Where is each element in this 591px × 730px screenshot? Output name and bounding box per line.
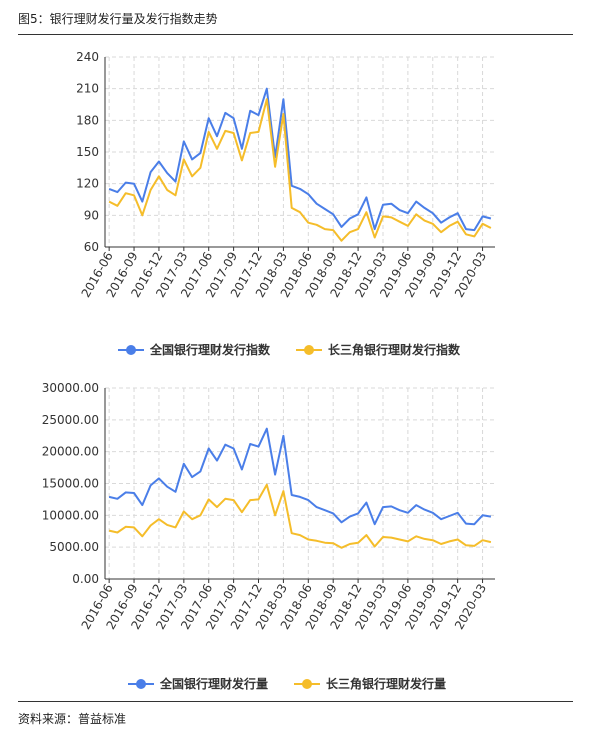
legend-item-yangtze-volume[interactable]: 长三角银行理财发行量 — [294, 675, 446, 692]
series-line-1 — [108, 87, 492, 232]
legend-label: 长三角银行理财发行指数 — [328, 343, 461, 357]
legend-marker-yellow — [296, 344, 323, 356]
issuance-index-chart: 60901201501802102402016-062016-092016-12… — [76, 50, 495, 300]
legend-item-national-volume[interactable]: 全国银行理财发行量 — [128, 675, 268, 692]
y-tick-label: 180 — [76, 113, 99, 127]
y-tick-label: 20000.00 — [42, 445, 99, 459]
series-line-2 — [108, 98, 492, 242]
legend-item-national-index[interactable]: 全国银行理财发行指数 — [118, 341, 270, 358]
legend-label: 全国银行理财发行指数 — [150, 343, 271, 357]
figure-title: 图5：银行理财发行量及发行指数走势 — [18, 12, 218, 26]
legend-label: 长三角银行理财发行量 — [326, 677, 447, 691]
y-tick-label: 210 — [76, 82, 99, 96]
y-tick-label: 120 — [76, 177, 99, 191]
legend-marker-blue — [128, 678, 154, 690]
y-tick-label: 90 — [84, 208, 99, 222]
y-tick-label: 0.00 — [72, 572, 99, 586]
y-tick-label: 25000.00 — [42, 413, 99, 427]
legend-item-yangtze-index[interactable]: 长三角银行理财发行指数 — [296, 341, 460, 358]
y-tick-label: 60 — [84, 240, 99, 254]
y-tick-label: 240 — [76, 50, 99, 64]
volume-chart-legend: 全国银行理财发行量 长三角银行理财发行量 — [128, 675, 446, 692]
index-chart-legend: 全国银行理财发行指数 长三角银行理财发行指数 — [118, 341, 460, 358]
source-note: 资料来源：普益标准 — [18, 712, 127, 726]
y-tick-label: 150 — [76, 145, 99, 159]
issuance-volume-chart: 0.00 5000.00 10000.00 15000.00 20000.00 25000… — [42, 381, 495, 632]
y-tick-label: 15000.00 — [42, 477, 99, 491]
y-tick-label: 30000.00 — [42, 381, 99, 395]
top-rule — [18, 34, 573, 35]
y-tick-label: 5000.00 — [49, 540, 99, 554]
series-line-2 — [108, 483, 492, 549]
legend-marker-yellow — [294, 678, 321, 690]
legend-label: 全国银行理财发行量 — [160, 677, 269, 691]
series-line-1 — [108, 427, 492, 526]
legend-marker-blue — [118, 344, 144, 356]
bottom-rule — [18, 701, 573, 702]
y-tick-label: 10000.00 — [42, 508, 99, 522]
